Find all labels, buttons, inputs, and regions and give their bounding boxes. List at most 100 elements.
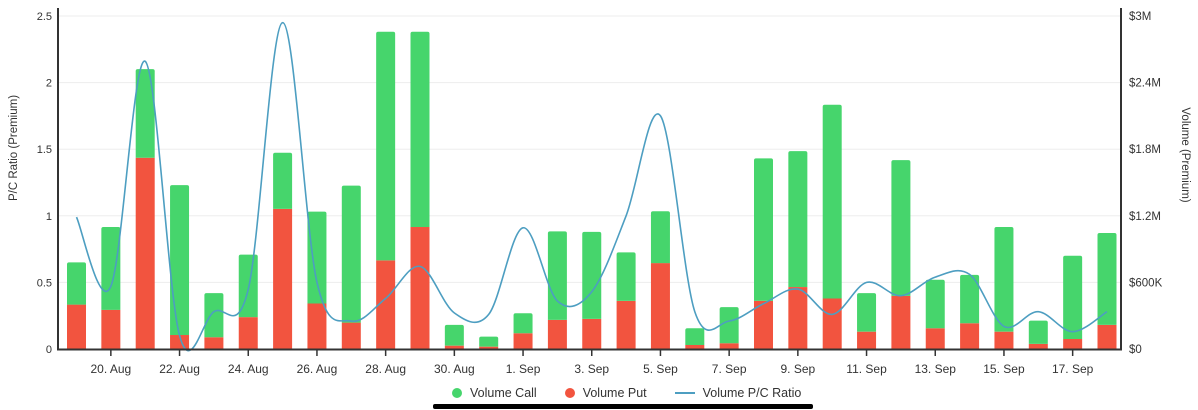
bar-volume-call[interactable] <box>479 336 499 347</box>
svg-text:13. Sep: 13. Sep <box>915 362 957 376</box>
svg-text:$3M: $3M <box>1129 11 1151 23</box>
svg-text:17. Sep: 17. Sep <box>1052 362 1094 376</box>
legend-label-volume-put: Volume Put <box>582 386 647 400</box>
svg-text:2: 2 <box>46 78 52 90</box>
bar-volume-call[interactable] <box>67 262 86 305</box>
bar-volume-call[interactable] <box>650 211 670 264</box>
bar-volume-call[interactable] <box>994 227 1014 332</box>
svg-text:0.5: 0.5 <box>37 277 52 289</box>
bar-volume-call[interactable] <box>1063 255 1083 340</box>
bar-volume-call[interactable] <box>513 313 533 334</box>
svg-text:26. Aug: 26. Aug <box>297 362 338 376</box>
ratio-line <box>75 21 1108 352</box>
bar-volume-call[interactable] <box>410 31 430 228</box>
legend-item-volume-pc-ratio[interactable]: Volume P/C Ratio <box>674 386 802 400</box>
bar-volume-call[interactable] <box>101 227 121 310</box>
bar-volume-put[interactable] <box>891 295 911 349</box>
bar-volume-call[interactable] <box>170 185 190 336</box>
bar-volume-put[interactable] <box>754 300 773 349</box>
svg-text:1.5: 1.5 <box>37 144 52 156</box>
bar-volume-put[interactable] <box>960 323 980 349</box>
bar-volume-call[interactable] <box>891 160 911 296</box>
bar-volume-call[interactable] <box>273 152 293 209</box>
bar-volume-call[interactable] <box>204 293 224 338</box>
svg-text:1. Sep: 1. Sep <box>506 362 541 376</box>
bar-volume-call[interactable] <box>341 185 361 323</box>
bar-volume-put[interactable] <box>341 322 361 349</box>
bar-volume-put[interactable] <box>204 337 224 349</box>
bar-volume-call[interactable] <box>788 151 808 288</box>
bar-volume-put[interactable] <box>685 345 705 349</box>
right-axis-tick-labels: $0 $600K $1.2M $1.8M $2.4M $3M <box>1129 11 1163 356</box>
bar-volume-call[interactable] <box>754 158 773 301</box>
volume-put-swatch-icon <box>564 388 575 398</box>
bar-volume-put[interactable] <box>857 331 877 349</box>
svg-text:9. Sep: 9. Sep <box>780 362 815 376</box>
svg-text:24. Aug: 24. Aug <box>228 362 269 376</box>
legend-item-volume-put[interactable]: Volume Put <box>564 386 647 400</box>
bottom-scrollbar[interactable] <box>433 404 813 409</box>
bar-volume-put[interactable] <box>170 335 190 349</box>
bar-volume-call[interactable] <box>444 324 464 346</box>
legend: Volume Call Volume Put Volume P/C Ratio <box>452 386 801 400</box>
bar-volume-put[interactable] <box>273 208 293 349</box>
x-axis-labels: 20. Aug 22. Aug 24. Aug 26. Aug 28. Aug 30. A… <box>90 350 1094 376</box>
bar-volume-put[interactable] <box>616 300 636 349</box>
bar-volume-put[interactable] <box>1097 324 1117 349</box>
svg-text:1: 1 <box>46 211 52 223</box>
svg-text:0: 0 <box>46 344 52 356</box>
bar-volume-put[interactable] <box>582 318 602 349</box>
bar-volume-call[interactable] <box>857 293 877 332</box>
bar-volume-put[interactable] <box>238 317 258 349</box>
bar-volume-put[interactable] <box>650 263 670 349</box>
bar-volume-put[interactable] <box>410 227 430 349</box>
bar-volume-put[interactable] <box>925 328 945 349</box>
bar-volume-put[interactable] <box>513 333 533 349</box>
bar-volume-put[interactable] <box>135 157 155 349</box>
bar-volume-put[interactable] <box>547 319 567 349</box>
ratio-line-swatch-icon <box>674 392 695 394</box>
svg-text:2.5: 2.5 <box>37 11 52 23</box>
bar-volume-call[interactable] <box>822 104 842 299</box>
bar-volume-call[interactable] <box>376 31 396 261</box>
legend-label-volume-pc-ratio: Volume P/C Ratio <box>702 386 802 400</box>
svg-text:3. Sep: 3. Sep <box>574 362 609 376</box>
svg-text:$1.8M: $1.8M <box>1129 144 1161 156</box>
svg-text:$0: $0 <box>1129 344 1142 356</box>
bars <box>67 31 1117 349</box>
legend-label-volume-call: Volume Call <box>470 386 537 400</box>
svg-text:28. Aug: 28. Aug <box>365 362 406 376</box>
svg-text:$1.2M: $1.2M <box>1129 211 1161 223</box>
bar-volume-call[interactable] <box>1097 233 1117 325</box>
legend-item-volume-call[interactable]: Volume Call <box>452 386 537 400</box>
bar-volume-put[interactable] <box>67 304 86 349</box>
bar-volume-call[interactable] <box>960 274 980 324</box>
bar-volume-put[interactable] <box>307 303 327 349</box>
bar-volume-put[interactable] <box>444 345 464 349</box>
bar-volume-call[interactable] <box>1028 320 1048 344</box>
bar-volume-call[interactable] <box>719 307 739 344</box>
bar-volume-put[interactable] <box>822 298 842 349</box>
svg-text:30. Aug: 30. Aug <box>434 362 475 376</box>
bar-volume-put[interactable] <box>479 346 499 349</box>
bar-volume-put[interactable] <box>101 309 121 349</box>
bar-volume-put[interactable] <box>719 343 739 349</box>
svg-text:15. Sep: 15. Sep <box>983 362 1025 376</box>
bar-volume-call[interactable] <box>616 252 636 301</box>
bar-volume-call[interactable] <box>582 231 602 319</box>
volume-call-swatch-icon <box>452 388 462 398</box>
svg-text:11. Sep: 11. Sep <box>846 362 887 376</box>
bar-volume-put[interactable] <box>376 260 396 349</box>
svg-text:7. Sep: 7. Sep <box>712 362 747 376</box>
bar-volume-call[interactable] <box>135 69 155 158</box>
bar-volume-put[interactable] <box>994 331 1014 349</box>
bar-volume-call[interactable] <box>307 211 327 304</box>
bar-volume-call[interactable] <box>547 231 567 320</box>
bar-volume-put[interactable] <box>1063 339 1083 349</box>
bar-volume-call[interactable] <box>685 328 705 346</box>
bar-volume-put[interactable] <box>788 287 808 349</box>
bar-volume-call[interactable] <box>925 279 945 329</box>
bar-volume-put[interactable] <box>1028 343 1048 349</box>
